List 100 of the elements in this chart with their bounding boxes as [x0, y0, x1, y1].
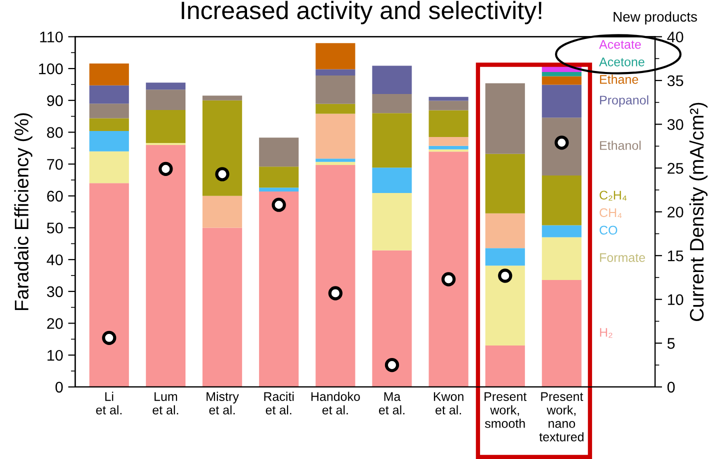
- bar: [428, 146, 468, 150]
- bar: [146, 110, 186, 144]
- y2-axis-title: Current Density (mA/cm²): [689, 102, 708, 322]
- bar: [542, 280, 582, 387]
- bar: [485, 154, 525, 214]
- bar: [542, 118, 582, 176]
- bar: [316, 43, 356, 70]
- bar: [542, 84, 582, 118]
- y-tick-label: 100: [39, 63, 63, 74]
- series-label: H₂: [600, 328, 612, 338]
- bar: [428, 152, 468, 387]
- bar: [485, 346, 525, 387]
- bar: [428, 100, 468, 110]
- y-tick-label: 0: [55, 382, 63, 393]
- bar: [372, 94, 412, 114]
- bar: [485, 213, 525, 248]
- series-label: Acetate: [599, 40, 641, 49]
- bar: [259, 191, 299, 387]
- point: [215, 167, 230, 182]
- x-tick-label: Handoko et al.: [311, 392, 360, 414]
- y2-tick-label: 40: [667, 32, 684, 42]
- y-tick-label: 70: [47, 158, 63, 170]
- y-tick-label: 60: [47, 190, 63, 202]
- bar: [202, 196, 242, 228]
- y-tick-label: 10: [48, 350, 63, 361]
- series-label: Ethane: [600, 74, 638, 84]
- bar: [89, 118, 129, 131]
- y2-tick-label: 25: [668, 162, 684, 174]
- y2-tick-label: 10: [668, 294, 684, 306]
- bar: [372, 193, 412, 250]
- series-label: Ethanol: [600, 140, 641, 150]
- text: CH₄: [600, 208, 622, 218]
- x-tick-label: Present work, nano textured: [539, 392, 584, 442]
- point: [441, 272, 456, 286]
- bar: [259, 138, 299, 167]
- point: [498, 268, 512, 283]
- bar: [146, 82, 186, 90]
- bar: [316, 104, 356, 114]
- x-tick-label: Raciti et al.: [264, 392, 294, 414]
- x-tick-label: Ma et al.: [378, 392, 404, 414]
- bar: [542, 225, 582, 238]
- y-tick-label: 30: [46, 286, 63, 298]
- y-tick-label: 80: [47, 127, 63, 138]
- bar: [89, 183, 129, 387]
- bar: [428, 110, 468, 138]
- series-label: Acetone: [599, 58, 644, 66]
- bar: [89, 85, 129, 104]
- bar: [372, 66, 412, 94]
- point: [102, 330, 116, 345]
- bar: [485, 83, 525, 154]
- bar: [259, 166, 299, 188]
- x-tick-label: Kwon et al.: [434, 392, 464, 414]
- bar: [259, 188, 299, 192]
- bar: [89, 63, 129, 86]
- bar: [542, 176, 582, 226]
- bar: [316, 165, 356, 387]
- bar: [316, 114, 356, 159]
- x-tick-label: Li et al.: [96, 392, 122, 414]
- y-tick-label: 20: [47, 318, 63, 329]
- y2-tick-label: 20: [668, 206, 684, 218]
- bar: [202, 96, 242, 100]
- y2-tick-label: 35: [667, 75, 684, 86]
- bar: [316, 69, 356, 76]
- bar: [428, 149, 468, 152]
- x-tick-label: Lum et al.: [152, 392, 178, 414]
- bar: [316, 162, 356, 166]
- series-label: Formate: [600, 253, 646, 262]
- bar: [485, 266, 525, 346]
- bar: [146, 144, 186, 387]
- point: [328, 286, 342, 300]
- x-tick-label: Present work, smooth: [484, 392, 527, 428]
- bar: [316, 76, 356, 104]
- bar: [428, 137, 468, 146]
- bar: [428, 96, 468, 101]
- x-tick-label: Mistry et al.: [206, 392, 239, 414]
- series-label: CO: [600, 226, 618, 235]
- y2-tick-label: 5: [667, 338, 675, 349]
- bar: [485, 248, 525, 266]
- bar: [542, 72, 582, 76]
- bar: [146, 90, 186, 110]
- bar: [542, 76, 582, 85]
- y-tick-label: 50: [47, 222, 63, 234]
- bar: [202, 100, 242, 196]
- point: [272, 198, 286, 212]
- bar: [316, 158, 356, 162]
- y-tick-label: 90: [47, 95, 63, 106]
- bar: [542, 237, 582, 280]
- text: New products: [614, 12, 697, 24]
- point: [158, 162, 173, 176]
- point: [384, 358, 400, 372]
- y2-tick-label: 0: [667, 382, 675, 393]
- bar: [89, 104, 129, 118]
- bar: [89, 130, 129, 152]
- bar: [372, 168, 412, 194]
- bar: [202, 228, 242, 387]
- series-label: C₂H₄: [600, 190, 627, 201]
- bar: [89, 151, 129, 184]
- chart-title: Increased activity and selectivity!: [182, 0, 542, 24]
- y-tick-label: 40: [46, 254, 63, 266]
- y2-tick-label: 30: [667, 119, 684, 130]
